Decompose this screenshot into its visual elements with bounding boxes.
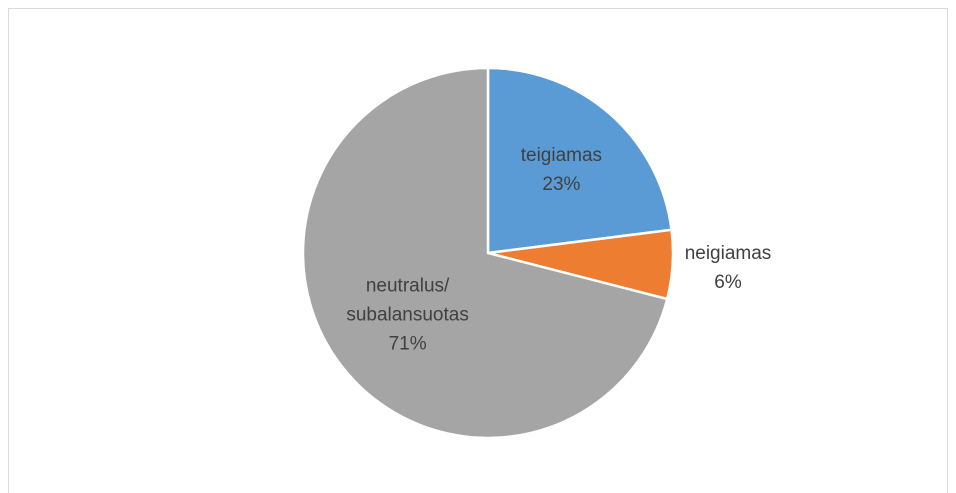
slice-name: neigiamas — [684, 243, 772, 265]
data-label: neutralus/ subalansuotas 71% — [343, 272, 473, 359]
pie-slice — [486, 66, 673, 255]
slice-value: 6% — [714, 272, 742, 294]
data-label: teigiamas 23% — [486, 141, 636, 199]
slice-name: teigiamas — [520, 144, 603, 166]
data-label: neigiamas 6% — [653, 239, 803, 297]
chart-frame — [8, 8, 948, 493]
pie-slice — [301, 66, 669, 440]
slice-value: 71% — [388, 333, 427, 355]
slice-name: neutralus/ subalansuotas — [346, 275, 469, 326]
slice-value: 23% — [542, 173, 581, 195]
